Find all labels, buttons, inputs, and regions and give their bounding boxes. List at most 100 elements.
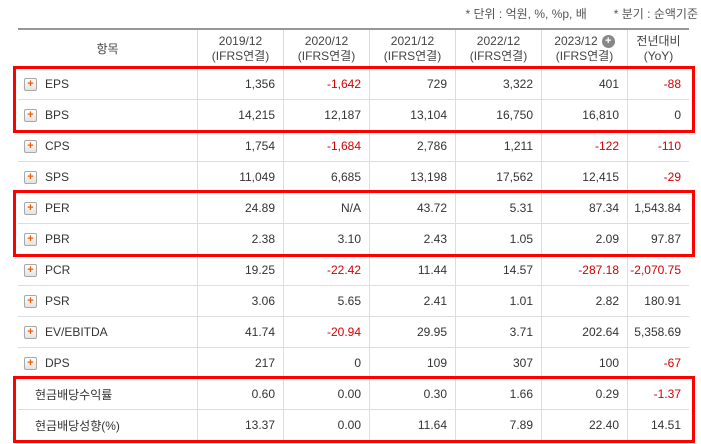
- row-label-cell: + SPS: [18, 162, 197, 192]
- value-cell: 2.41: [369, 286, 455, 316]
- expand-row-plus-icon[interactable]: +: [24, 139, 37, 153]
- row-label: SPS: [45, 170, 70, 184]
- value-cell: -287.18: [541, 255, 627, 285]
- column-header-period: 2021/12: [390, 34, 435, 48]
- table-row: + EV/EBITDA 41.74 -20.94 29.95 3.71 202.64 5,35…: [18, 316, 689, 347]
- value-cell: 29.95: [369, 317, 455, 347]
- table-row: + PER 24.89 N/A 43.72 5.31 87.34 1,543.84: [18, 192, 689, 223]
- value-cell: 729: [369, 69, 455, 99]
- table-row: + EPS 1,356 -1,642 729 3,322 401 -88: [18, 68, 689, 99]
- column-header-period: 2023/12: [554, 34, 598, 48]
- value-cell: 3.06: [197, 286, 283, 316]
- expand-row-plus-icon[interactable]: +: [24, 77, 37, 91]
- row-label: CPS: [45, 139, 70, 153]
- value-cell: -122: [541, 131, 627, 161]
- row-label-cell: + DPS: [18, 348, 197, 378]
- value-cell: 0.30: [369, 379, 455, 409]
- value-cell: 0.60: [197, 379, 283, 409]
- row-label-cell: + PCR: [18, 255, 197, 285]
- value-cell: 13,104: [369, 100, 455, 130]
- add-column-plus-icon[interactable]: +: [601, 35, 615, 48]
- value-cell: 16,750: [455, 100, 541, 130]
- value-cell: -110: [627, 131, 689, 161]
- column-header-standard: (YoY): [643, 49, 674, 63]
- expand-row-plus-icon[interactable]: +: [24, 201, 37, 215]
- expand-row-plus-icon[interactable]: +: [24, 356, 37, 370]
- expand-row-plus-icon[interactable]: +: [24, 108, 37, 122]
- row-label-cell: + BPS: [18, 100, 197, 130]
- column-header-standard: (IFRS연결): [555, 49, 614, 63]
- row-label-cell: + EPS: [18, 69, 197, 99]
- value-cell: N/A: [283, 193, 369, 223]
- item-column-header-label: 항목: [96, 41, 119, 56]
- value-cell: 180.91: [627, 286, 689, 316]
- value-cell: 1.66: [455, 379, 541, 409]
- value-cell: 3.10: [283, 224, 369, 254]
- basis-note: * 분기 : 순액기준: [613, 7, 698, 21]
- table-row: + DPS 217 0 109 307 100 -67: [18, 347, 689, 378]
- column-header-standard: (IFRS연결): [297, 49, 356, 63]
- expand-row-plus-icon[interactable]: +: [24, 263, 37, 277]
- column-header-standard: (IFRS연결): [211, 49, 270, 63]
- value-cell: 13,198: [369, 162, 455, 192]
- row-label: EPS: [45, 77, 70, 91]
- expand-row-plus-icon[interactable]: +: [24, 232, 37, 246]
- value-cell: 202.64: [541, 317, 627, 347]
- column-header-period: 2020/12: [304, 34, 349, 48]
- value-cell: 1.05: [455, 224, 541, 254]
- value-cell: 14,215: [197, 100, 283, 130]
- item-column-header: 항목: [18, 30, 197, 68]
- value-cell: 1,543.84: [627, 193, 689, 223]
- value-cell: 307: [455, 348, 541, 378]
- table-rows: + EPS 1,356 -1,642 729 3,322 401 -88 + BPS 14,215 1…: [18, 68, 689, 440]
- value-cell: 1,211: [455, 131, 541, 161]
- row-label-cell: 현금배당성향(%): [18, 410, 197, 440]
- expand-row-plus-icon[interactable]: +: [24, 294, 37, 308]
- row-label: PBR: [45, 232, 70, 246]
- column-header: 2021/12 (IFRS연결): [369, 30, 455, 68]
- value-cell: 0: [627, 100, 689, 130]
- value-cell: 0.00: [283, 379, 369, 409]
- expand-row-plus-icon[interactable]: +: [24, 170, 37, 184]
- value-cell: 2,786: [369, 131, 455, 161]
- value-cell: 5.31: [455, 193, 541, 223]
- value-cell: -1,642: [283, 69, 369, 99]
- value-cell: 0.00: [283, 410, 369, 440]
- value-cell: -2,070.75: [627, 255, 689, 285]
- row-label: PER: [45, 201, 70, 215]
- value-cell: 5,358.69: [627, 317, 689, 347]
- value-cell: 16,810: [541, 100, 627, 130]
- value-cell: 5.65: [283, 286, 369, 316]
- table-row: 현금배당수익률 0.60 0.00 0.30 1.66 0.29 -1.37: [18, 378, 689, 409]
- value-cell: 100: [541, 348, 627, 378]
- column-header: 2019/12 (IFRS연결): [197, 30, 283, 68]
- value-cell: 0.29: [541, 379, 627, 409]
- row-label-cell: + CPS: [18, 131, 197, 161]
- value-cell: 2.43: [369, 224, 455, 254]
- row-label-cell: + EV/EBITDA: [18, 317, 197, 347]
- value-cell: 87.34: [541, 193, 627, 223]
- table-row: + PCR 19.25 -22.42 11.44 14.57 -287.18 -2,070.7…: [18, 254, 689, 285]
- value-cell: -22.42: [283, 255, 369, 285]
- value-cell: 19.25: [197, 255, 283, 285]
- row-label: DPS: [45, 356, 70, 370]
- expand-row-plus-icon[interactable]: +: [24, 325, 37, 339]
- value-cell: 1,356: [197, 69, 283, 99]
- value-cell: -1.37: [627, 379, 689, 409]
- value-cell: 11.44: [369, 255, 455, 285]
- value-cell: 2.09: [541, 224, 627, 254]
- column-header: 2023/12 + (IFRS연결): [541, 30, 627, 68]
- column-header-period: 2022/12: [476, 34, 521, 48]
- table-header-row: 항목 2019/12 (IFRS연결) 2020/12 (IFRS연결) 2021/12…: [18, 30, 689, 68]
- column-header: 전년대비 (YoY): [627, 30, 689, 68]
- table-row: + CPS 1,754 -1,684 2,786 1,211 -122 -110: [18, 130, 689, 161]
- value-cell: -67: [627, 348, 689, 378]
- value-cell: 11.64: [369, 410, 455, 440]
- column-header-standard: (IFRS연결): [469, 49, 528, 63]
- value-cell: 17,562: [455, 162, 541, 192]
- value-cell: 109: [369, 348, 455, 378]
- column-header-standard: (IFRS연결): [383, 49, 442, 63]
- financial-indicators-table: 항목 2019/12 (IFRS연결) 2020/12 (IFRS연결) 2021/12…: [13, 28, 695, 443]
- value-cell: 13.37: [197, 410, 283, 440]
- unit-note: * 단위 : 억원, %, %p, 배: [465, 7, 587, 21]
